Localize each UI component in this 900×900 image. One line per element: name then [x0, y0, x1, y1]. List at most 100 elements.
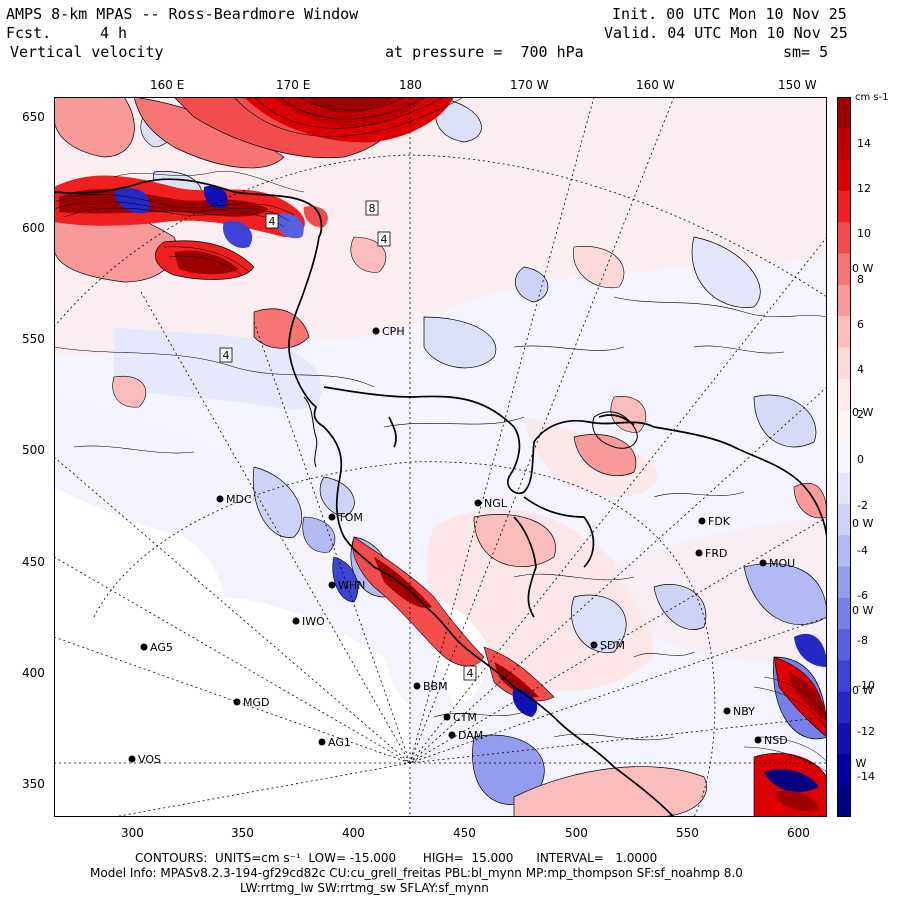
station-marker-nsd [754, 736, 762, 744]
colorbar-tick: 0 [857, 453, 864, 467]
colorbar-tick: 12 [857, 182, 871, 196]
coastline [54, 178, 827, 817]
station-marker-frd [695, 549, 703, 557]
station-label-bbm: BBM [423, 680, 448, 693]
station-marker-bbm [413, 682, 421, 690]
colorbar-swatch [837, 222, 851, 255]
bottom-axis-label: 450 [453, 826, 476, 840]
colorbar-swatch [837, 347, 851, 380]
colorbar-swatch [837, 535, 851, 568]
station-marker-ag1 [318, 738, 326, 746]
station-label-whn: WHN [338, 579, 365, 592]
station-label-ag1: AG1 [328, 736, 351, 749]
station-layer: CPH MDC NGL TOM FDK FRD MOU WHN IWO SDM AG5 BBM MGD N… [128, 325, 795, 766]
bottom-axis-label: 550 [676, 826, 699, 840]
station-marker-dam [448, 731, 456, 739]
top-axis-label: 180 [399, 78, 422, 92]
contour-label: 4 [467, 667, 474, 680]
graticule [54, 97, 827, 817]
left-axis-label: 550 [22, 332, 45, 346]
colorbar-tick: -6 [857, 589, 868, 602]
contour-label-box [265, 213, 279, 229]
colorbar-swatch [837, 503, 851, 536]
colorbar-swatch [837, 629, 851, 661]
colorbar-tick: 2 [857, 408, 864, 422]
map-title: AMPS 8-km MPAS -- Ross-Beardmore Window [6, 5, 359, 23]
colorbar-tick: -8 [857, 634, 868, 648]
left-axis-label: 650 [22, 110, 45, 124]
bottom-axis-label: 600 [787, 826, 810, 840]
colorbar-swatch [837, 253, 851, 286]
colorbar-swatch [837, 410, 851, 442]
colorbar-swatch [837, 190, 851, 223]
top-axis-label: 160 W [636, 78, 675, 92]
contour-label: 4 [381, 233, 388, 246]
top-axis-label: 150 W [778, 78, 817, 92]
contour-label: 4 [269, 215, 276, 228]
station-label-ag5: AG5 [150, 641, 173, 654]
colorbar-swatch [837, 128, 851, 161]
forecast-label: Fcst. [6, 24, 52, 42]
colorbar-tick: 8 [857, 272, 864, 286]
bottom-axis-label: 350 [231, 826, 254, 840]
station-marker-ctm [443, 713, 451, 721]
contour-label-box [365, 200, 379, 216]
bottom-axis-label: 500 [565, 826, 588, 840]
colorbar-swatch [837, 785, 851, 817]
contour-label: 8 [369, 202, 376, 215]
colorbar-tick: 6 [857, 317, 864, 331]
colorbar-tick: 10 [857, 227, 871, 241]
left-axis-label: 500 [22, 443, 45, 457]
contour-label-box [463, 665, 477, 681]
bottom-axis-label: 400 [342, 826, 365, 840]
station-label-dam: DAM [458, 729, 483, 742]
vertical-velocity-map: 4 8 4 4 4 CPH MDC NGL TOM FDK FRD MOU WHN IWO SDM AG5 B… [54, 97, 827, 817]
station-label-ctm: CTM [453, 711, 477, 724]
init-time: Init. 00 UTC Mon 10 Nov 25 [612, 5, 847, 23]
station-label-fdk: FDK [708, 515, 731, 528]
station-label-frd: FRD [705, 547, 727, 560]
station-label-ngl: NGL [484, 497, 508, 510]
colorbar-tick: 14 [857, 137, 871, 150]
top-axis-label: 160 E [150, 78, 185, 92]
colorbar-tick: 4 [857, 363, 864, 376]
colorbar [837, 97, 851, 817]
colorbar-swatch [837, 159, 851, 192]
station-marker-ag5 [140, 643, 148, 651]
valid-time: Valid. 04 UTC Mon 10 Nov 25 [604, 24, 848, 42]
field-name: Vertical velocity [10, 43, 164, 61]
station-label-tom: TOM [337, 511, 363, 524]
station-marker-vos [128, 755, 136, 763]
colorbar-tick: -4 [857, 543, 868, 557]
colorbar-tick: -2 [857, 498, 868, 512]
station-marker-mdc [216, 495, 224, 503]
station-label-nby: NBY [733, 705, 755, 718]
forecast-hour: 4 h [100, 24, 128, 42]
left-axis-label: 400 [22, 666, 45, 680]
station-label-cph: CPH [382, 325, 405, 338]
station-marker-ngl [474, 499, 482, 507]
contour-label-box [219, 347, 233, 363]
negative-field-region [114, 327, 322, 410]
colorbar-tick: -14 [857, 769, 875, 783]
colorbar-swatch [837, 472, 851, 505]
station-label-nsd: NSD [764, 734, 788, 747]
colorbar-swatch [837, 597, 851, 630]
smoothing: sm= 5 [783, 43, 829, 61]
contour-info: CONTOURS: UNITS=cm s⁻¹ LOW= -15.000 HIGH… [135, 851, 658, 865]
colorbar-swatch [837, 284, 851, 317]
colorbar-swatch [837, 316, 851, 348]
contour-label-box [377, 231, 391, 247]
colorbar-tick: -12 [857, 724, 875, 738]
colorbar-swatch [837, 441, 851, 474]
contour-label: 4 [223, 349, 230, 362]
colorbar-tick: -10 [857, 679, 875, 693]
station-label-mdc: MDC [226, 493, 252, 506]
model-info: Model Info: MPASv8.2.3-194-gf29cd82c CU:… [90, 866, 743, 880]
top-axis-label: 170 W [510, 78, 549, 92]
colorbar-units: cm s-1 [855, 92, 889, 103]
station-marker-mou [759, 559, 767, 567]
station-label-sdm: SDM [600, 639, 625, 652]
colorbar-swatch [837, 97, 851, 129]
left-axis-label: 350 [22, 777, 45, 791]
